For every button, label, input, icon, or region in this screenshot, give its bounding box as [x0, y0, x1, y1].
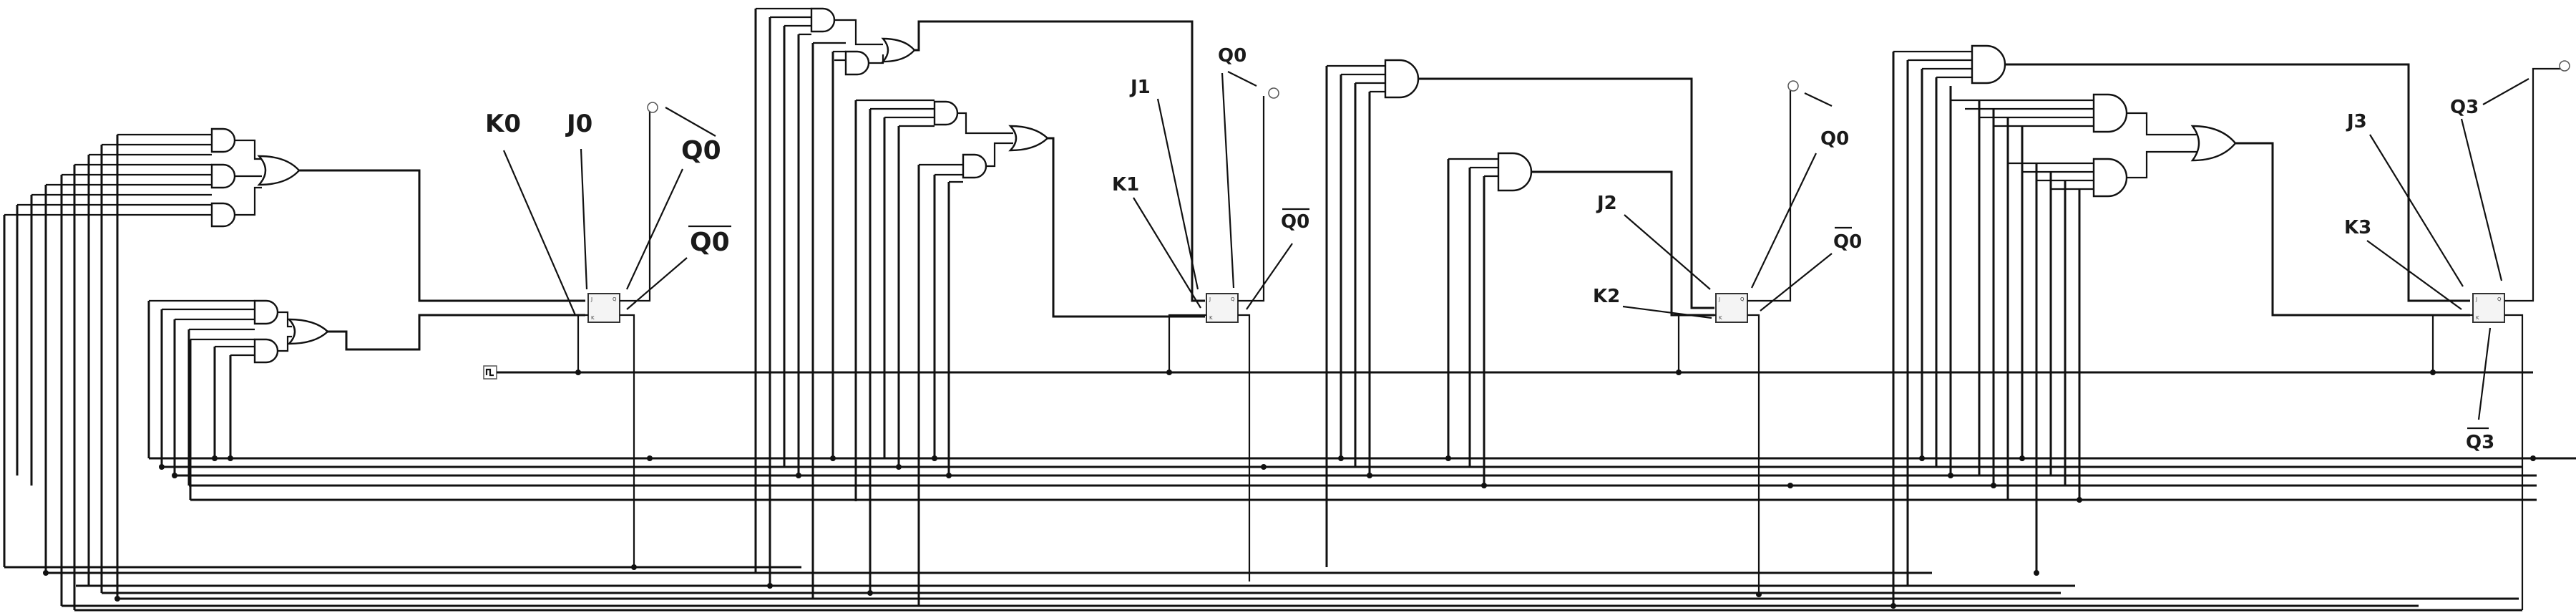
svg-text:J: J: [1209, 296, 1211, 302]
label-q0bar-c: Q0: [1833, 231, 1862, 253]
label-k0: K0: [485, 110, 521, 138]
stage1-logic: [756, 7, 1205, 318]
label-q3bar: Q3: [2466, 432, 2494, 453]
label-k3: K3: [2344, 217, 2371, 238]
label-j0: J0: [565, 110, 592, 138]
svg-text:K: K: [1209, 315, 1213, 321]
and-gate-s1-3: [933, 100, 959, 126]
label-j1: J1: [1129, 77, 1151, 98]
and-gate-s0-4: [253, 299, 279, 325]
or-gate-s1-a: [881, 37, 916, 63]
svg-text:K: K: [1719, 315, 1722, 321]
svg-text:K: K: [2476, 315, 2479, 321]
label-q0-c: Q0: [1820, 128, 1849, 150]
svg-text:Q: Q: [2497, 296, 2502, 302]
or-gate-s0-b: [287, 318, 329, 345]
stage0-logic: [4, 127, 585, 364]
svg-text:Q: Q: [1740, 296, 1745, 302]
and-gate-s1-4: [962, 153, 987, 179]
and-gate-s2-2: [1497, 152, 1533, 192]
or-gate-s0-a: [257, 155, 301, 186]
feedback-bus: [3, 9, 2576, 612]
svg-text:J: J: [590, 296, 592, 302]
jk-flipflop-1: J K Q: [1166, 87, 1279, 581]
stage3-logic: [1893, 44, 2470, 317]
and-gate-s0-3: [210, 202, 236, 228]
and-gate-s1-1: [810, 7, 836, 33]
and-gate-s0-2: [210, 163, 236, 189]
and-gate-s3-3: [2092, 158, 2128, 198]
jk-flipflop-0: J K Q: [575, 102, 658, 567]
and-gate-s0-5: [253, 338, 279, 364]
svg-text:J: J: [1718, 296, 1720, 302]
jk-flipflop-3: J K Q: [2430, 60, 2570, 610]
and-gate-s3-2: [2092, 93, 2128, 133]
jk-flipflop-2: J K Q: [1676, 80, 1799, 594]
and-gate-s0-1: [210, 127, 236, 153]
label-q0bar-b: Q0: [1281, 211, 1309, 233]
label-q0-a: Q0: [681, 136, 721, 165]
label-q0bar-a: Q0: [690, 228, 730, 257]
label-q3: Q3: [2450, 97, 2479, 118]
clock-source: [483, 365, 497, 380]
stage1-labels: J1 K1 Q0 Q0: [1112, 45, 1309, 310]
stage2-logic: [1327, 59, 1714, 317]
svg-text:Q: Q: [1231, 296, 1235, 302]
svg-text:K: K: [591, 315, 595, 321]
label-j2: J2: [1596, 193, 1617, 214]
and-gate-s2-1: [1384, 59, 1420, 99]
label-k2: K2: [1593, 286, 1620, 307]
label-q0-b: Q0: [1218, 45, 1246, 67]
or-gate-s3: [2190, 125, 2237, 162]
svg-text:Q: Q: [613, 296, 617, 302]
junction-dots: [43, 455, 2536, 609]
stage2-labels: J2 K2 Q0 Q0: [1593, 92, 1862, 319]
or-gate-s1-b: [1008, 125, 1049, 152]
label-j3: J3: [2346, 111, 2367, 132]
and-gate-s3-1: [1971, 44, 2006, 85]
label-k1: K1: [1112, 174, 1139, 196]
and-gate-s1-2: [844, 50, 870, 76]
stage0-labels: K0 J0 Q0 Q0: [485, 107, 731, 316]
svg-text:J: J: [2475, 296, 2477, 302]
stage3-labels: J3 K3 Q3 Q3: [2344, 78, 2529, 453]
